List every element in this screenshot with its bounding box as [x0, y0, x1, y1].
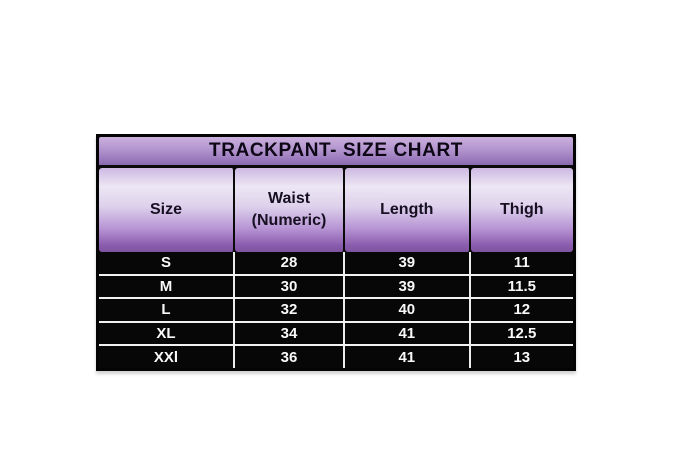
table-cell-waist: 36	[235, 346, 345, 368]
table-cell-size: M	[99, 275, 236, 298]
table-cell-waist: 32	[235, 299, 345, 321]
table-cell-length: 41	[345, 322, 471, 345]
table-cell-length: 41	[345, 346, 471, 368]
table-cell-waist: 28	[235, 252, 345, 274]
table-cell-length: 40	[345, 299, 471, 321]
table-cell-thigh: 12.5	[507, 325, 537, 343]
table-cell-waist: 34	[235, 322, 345, 345]
header-cell-thigh: Thigh	[470, 168, 573, 252]
table-header-row: Size Waist (Numeric) Length Thigh	[99, 168, 573, 252]
header-label: Thigh	[500, 200, 544, 218]
table-cell-size: L	[99, 299, 236, 321]
table-cell-size: S	[99, 252, 236, 274]
header-cell-size: Size	[99, 168, 236, 252]
table-cell-length: 39	[345, 275, 471, 298]
table-row-xxl: XXl 36 41 13	[99, 344, 573, 368]
header-label: Length	[380, 200, 434, 218]
header-label: Waist	[267, 189, 311, 207]
table-cell-thigh: 11	[513, 254, 530, 272]
table-body: S 28 39 11 M 30 39 11.5 L 32 40 12 XL 34…	[99, 252, 573, 368]
table-cell-length: 39	[345, 252, 471, 274]
table-cell-waist: 30	[235, 275, 345, 298]
table-row-xl: XL 34 41 12.5	[99, 320, 573, 345]
header-cell-waist: Waist (Numeric)	[235, 168, 345, 252]
table-cell-thigh: 13	[513, 348, 531, 366]
chart-title: TRACKPANT- SIZE CHART	[99, 137, 573, 168]
table-cell-thigh: 11.5	[507, 277, 536, 295]
header-label-line2: (Numeric)	[251, 212, 327, 229]
table-row-l: L 32 40 12	[99, 297, 573, 321]
header-cell-length: Length	[344, 168, 471, 252]
header-label: Size	[150, 200, 183, 218]
table-row-s: S 28 39 11	[99, 252, 573, 274]
table-cell-size: XXl	[99, 346, 236, 368]
table-row-m: M 30 39 11.5	[99, 273, 573, 298]
size-chart-table: TRACKPANT- SIZE CHART Size Waist (Numeri…	[96, 134, 576, 371]
table-cell-thigh: 12	[513, 301, 531, 319]
table-cell-size: XL	[99, 322, 236, 345]
